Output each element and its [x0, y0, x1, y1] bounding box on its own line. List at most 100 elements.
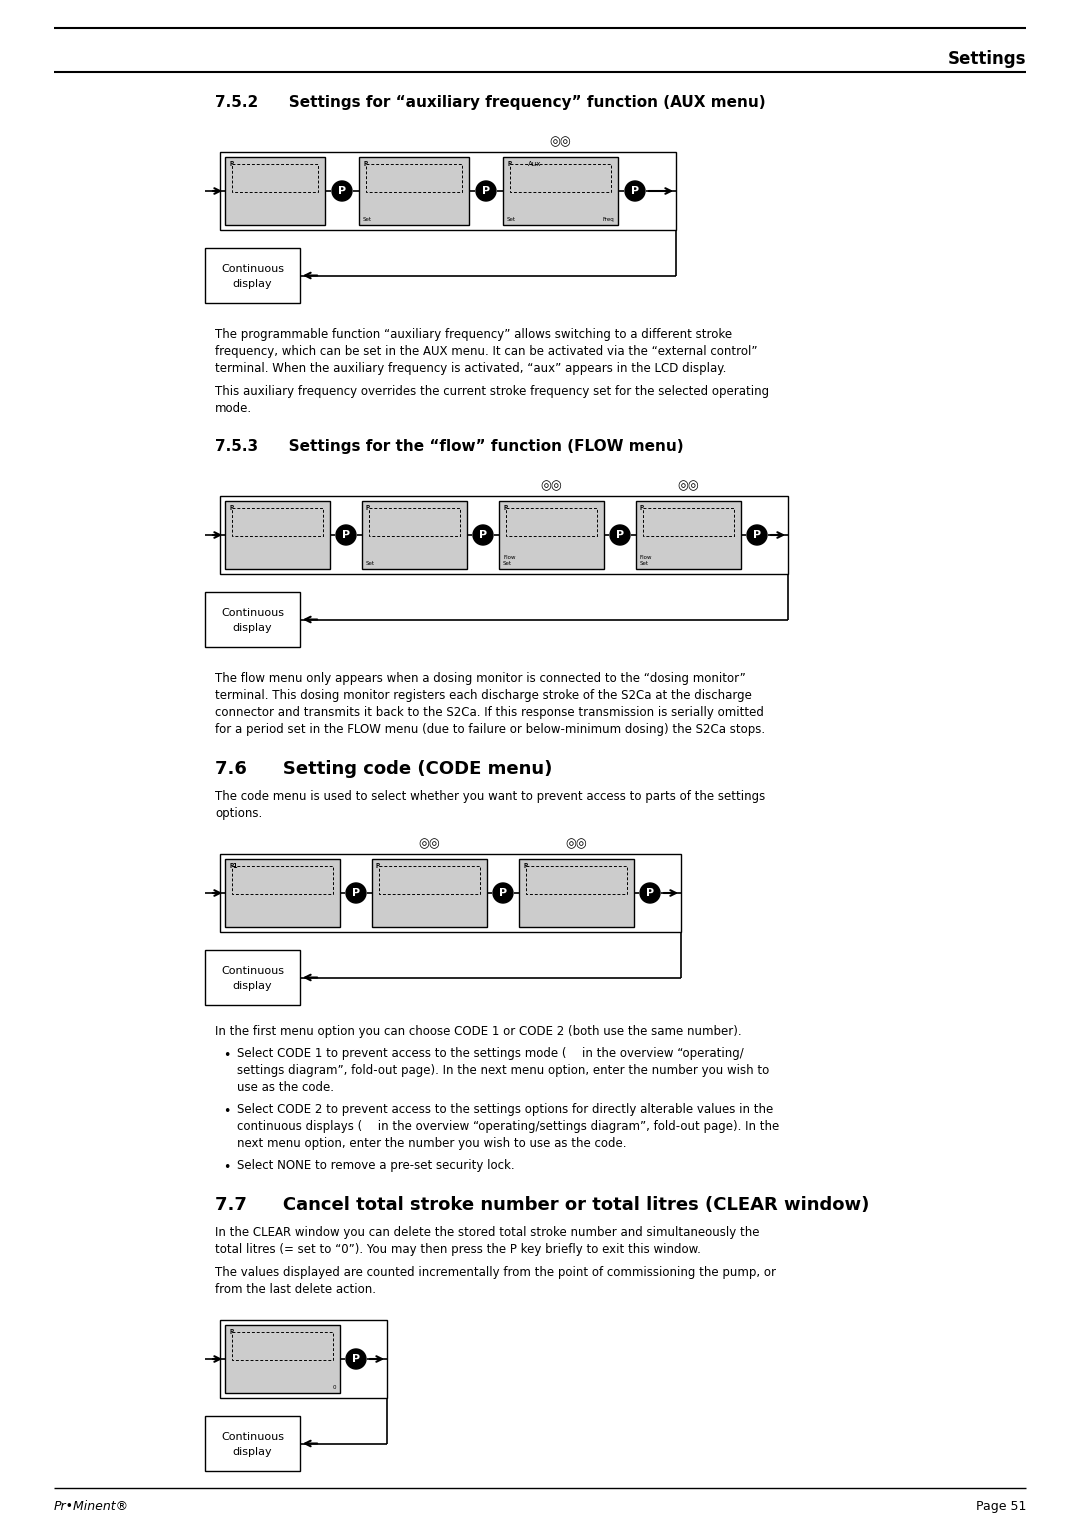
- Text: display: display: [232, 1447, 272, 1456]
- Circle shape: [346, 1349, 366, 1369]
- Text: The programmable function “auxiliary frequency” allows switching to a different : The programmable function “auxiliary fre…: [215, 329, 732, 341]
- Text: Settings: Settings: [947, 50, 1026, 69]
- Bar: [232, 163, 318, 193]
- Text: P: P: [342, 530, 350, 539]
- Bar: [643, 507, 734, 536]
- Text: •: •: [222, 1161, 230, 1174]
- Bar: [220, 151, 676, 231]
- Circle shape: [346, 883, 366, 903]
- Bar: [225, 859, 340, 927]
- Circle shape: [492, 883, 513, 903]
- Text: Page 51: Page 51: [975, 1500, 1026, 1513]
- Text: continuous displays (  in the overview “operating/settings diagram”, fold-out pa: continuous displays ( in the overview “o…: [237, 1120, 780, 1132]
- Bar: [510, 163, 611, 193]
- Text: Select CODE 1 to prevent access to the settings mode (  in the overview “operati: Select CODE 1 to prevent access to the s…: [237, 1047, 744, 1060]
- Circle shape: [336, 526, 356, 545]
- Circle shape: [610, 526, 630, 545]
- Text: mode.: mode.: [215, 402, 252, 416]
- Circle shape: [476, 180, 496, 202]
- Bar: [369, 507, 460, 536]
- Text: P: P: [507, 160, 511, 167]
- Text: P: P: [366, 504, 370, 510]
- Text: 7.7  Cancel total stroke number or total litres (CLEAR window): 7.7 Cancel total stroke number or total …: [215, 1196, 869, 1215]
- Text: P: P: [229, 160, 233, 167]
- Text: P1: P1: [229, 863, 238, 869]
- Text: Flow
Set: Flow Set: [503, 555, 515, 565]
- Text: next menu option, enter the number you wish to use as the code.: next menu option, enter the number you w…: [237, 1137, 626, 1151]
- Text: P: P: [753, 530, 761, 539]
- Text: The values displayed are counted incrementally from the point of commissioning t: The values displayed are counted increme…: [215, 1267, 777, 1279]
- Text: •: •: [222, 1105, 230, 1118]
- Text: P: P: [352, 888, 360, 898]
- Text: connector and transmits it back to the S2Ca. If this response transmission is se: connector and transmits it back to the S…: [215, 706, 764, 720]
- Text: total litres (= set to “0”). You may then press the P key briefly to exit this w: total litres (= set to “0”). You may the…: [215, 1242, 701, 1256]
- Text: P: P: [352, 1354, 360, 1365]
- Bar: [507, 507, 597, 536]
- Text: ◎◎: ◎◎: [541, 480, 563, 492]
- Bar: [205, 248, 300, 303]
- Bar: [526, 866, 627, 894]
- Bar: [519, 859, 634, 927]
- Bar: [636, 501, 741, 568]
- Bar: [220, 497, 788, 575]
- Text: ◎◎: ◎◎: [550, 136, 571, 148]
- Bar: [359, 157, 469, 225]
- Bar: [220, 1320, 387, 1398]
- Text: frequency, which can be set in the AUX menu. It can be activated via the “extern: frequency, which can be set in the AUX m…: [215, 345, 757, 358]
- Text: P: P: [646, 888, 654, 898]
- Text: Continuous: Continuous: [221, 966, 284, 976]
- Text: This auxiliary frequency overrides the current stroke frequency set for the sele: This auxiliary frequency overrides the c…: [215, 385, 769, 397]
- Text: 7.5.3  Settings for the “flow” function (FLOW menu): 7.5.3 Settings for the “flow” function (…: [215, 439, 684, 454]
- Text: ◎◎: ◎◎: [419, 837, 441, 851]
- Text: P: P: [363, 160, 367, 167]
- Text: Pr•Minent®: Pr•Minent®: [54, 1500, 130, 1513]
- Text: In the CLEAR window you can delete the stored total stroke number and simultaneo: In the CLEAR window you can delete the s…: [215, 1225, 759, 1239]
- Text: Select NONE to remove a pre-set security lock.: Select NONE to remove a pre-set security…: [237, 1160, 515, 1172]
- Bar: [220, 854, 681, 932]
- Bar: [362, 501, 467, 568]
- Bar: [225, 501, 330, 568]
- Text: display: display: [232, 278, 272, 289]
- Text: •: •: [222, 1050, 230, 1062]
- Text: P: P: [482, 186, 490, 196]
- Text: from the last delete action.: from the last delete action.: [215, 1284, 376, 1296]
- Text: Continuous: Continuous: [221, 608, 284, 617]
- Text: P: P: [229, 1329, 233, 1335]
- Circle shape: [640, 883, 660, 903]
- Text: Continuous: Continuous: [221, 264, 284, 274]
- Text: 0: 0: [333, 1384, 336, 1390]
- Bar: [232, 507, 323, 536]
- Bar: [232, 866, 333, 894]
- Text: use as the code.: use as the code.: [237, 1080, 334, 1094]
- Text: Freq: Freq: [603, 217, 615, 222]
- Text: P: P: [478, 530, 487, 539]
- Text: P: P: [616, 530, 624, 539]
- Circle shape: [332, 180, 352, 202]
- Text: P: P: [499, 888, 508, 898]
- Bar: [205, 1416, 300, 1471]
- Bar: [205, 950, 300, 1005]
- Bar: [225, 1325, 340, 1394]
- Circle shape: [473, 526, 492, 545]
- Bar: [503, 157, 618, 225]
- Text: Set: Set: [507, 217, 516, 222]
- Text: The flow menu only appears when a dosing monitor is connected to the “dosing mon: The flow menu only appears when a dosing…: [215, 672, 746, 685]
- Text: 7.5.2  Settings for “auxiliary frequency” function (AUX menu): 7.5.2 Settings for “auxiliary frequency”…: [215, 95, 766, 110]
- Text: display: display: [232, 981, 272, 990]
- Bar: [366, 163, 462, 193]
- Text: terminal. When the auxiliary frequency is activated, “aux” appears in the LCD di: terminal. When the auxiliary frequency i…: [215, 362, 727, 374]
- Bar: [225, 157, 325, 225]
- Bar: [499, 501, 604, 568]
- Circle shape: [747, 526, 767, 545]
- Text: ◎◎: ◎◎: [566, 837, 588, 851]
- Text: P: P: [376, 863, 380, 869]
- Text: ◎◎: ◎◎: [677, 480, 700, 492]
- Text: P: P: [523, 863, 527, 869]
- Text: display: display: [232, 623, 272, 633]
- Text: The code menu is used to select whether you want to prevent access to parts of t: The code menu is used to select whether …: [215, 790, 766, 804]
- Text: Set: Set: [363, 217, 372, 222]
- Bar: [372, 859, 487, 927]
- Text: Flow
Set: Flow Set: [640, 555, 652, 565]
- Text: P: P: [229, 504, 233, 510]
- Text: for a period set in the FLOW menu (due to failure or below-minimum dosing) the S: for a period set in the FLOW menu (due t…: [215, 723, 765, 736]
